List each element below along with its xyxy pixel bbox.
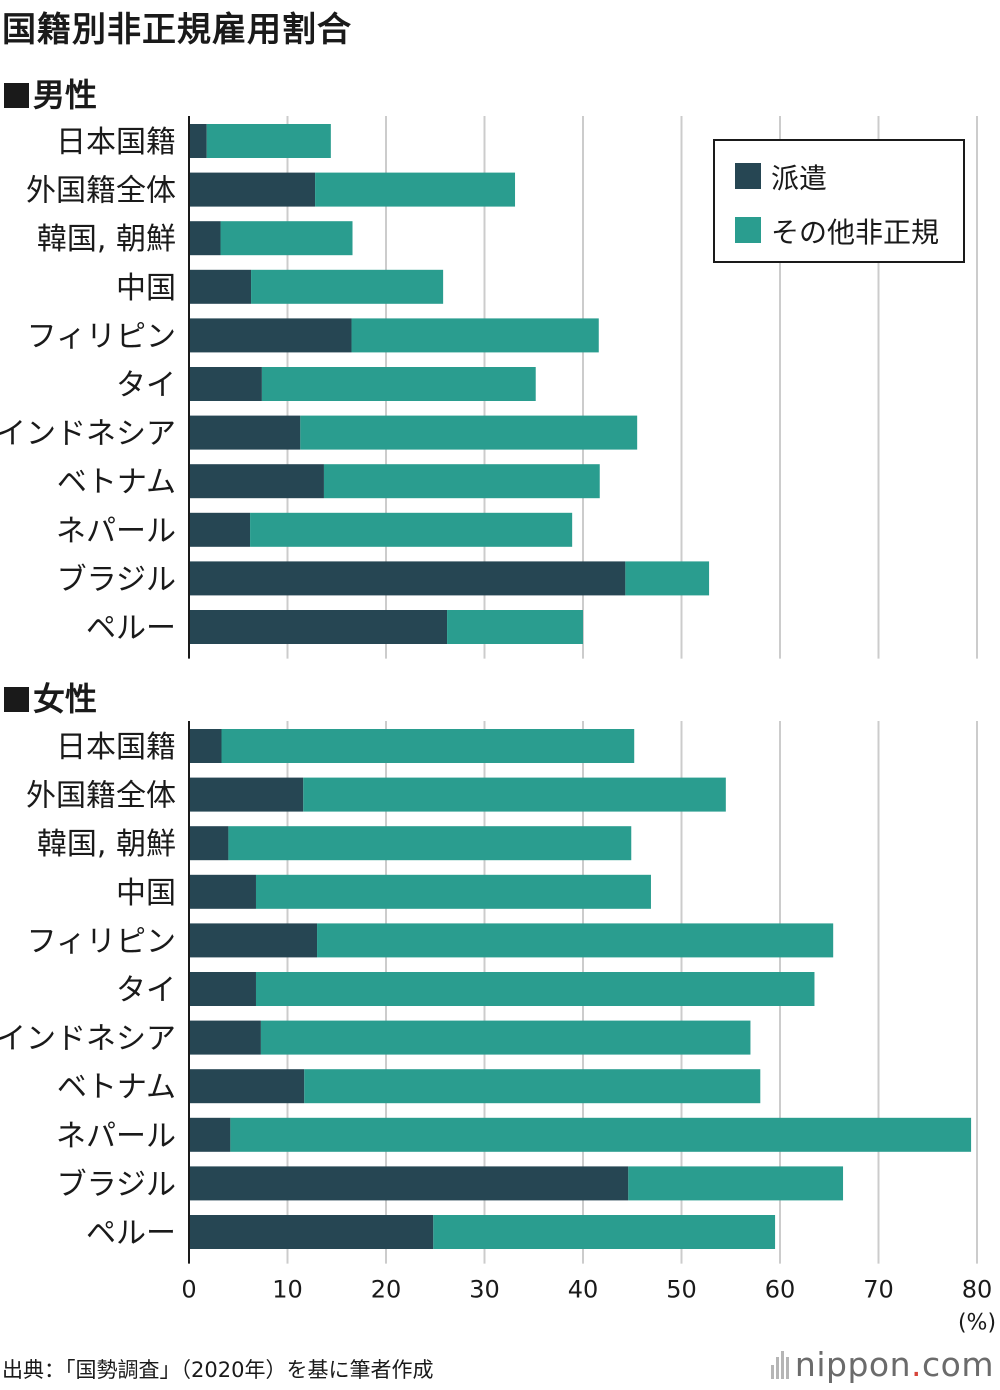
category-label: 日本国籍 xyxy=(56,125,176,160)
bar-dispatch xyxy=(189,415,301,450)
bar-dispatch xyxy=(189,367,262,401)
bar-other xyxy=(250,512,573,547)
bar-dispatch xyxy=(189,221,221,256)
chart-title: 国籍別非正規雇用割合 xyxy=(2,10,352,50)
bar-dispatch xyxy=(189,269,252,304)
bar-dispatch xyxy=(189,777,304,812)
category-label: 外国籍全体 xyxy=(26,779,176,814)
bar-dispatch xyxy=(189,729,222,763)
logo-bars-icon xyxy=(770,1348,791,1387)
bar-other xyxy=(230,1117,972,1152)
bar-other xyxy=(625,561,710,596)
bar-other xyxy=(206,124,331,158)
category-label: ペルー xyxy=(86,1216,176,1251)
category-label: 日本国籍 xyxy=(56,730,176,765)
category-label: タイ xyxy=(116,368,176,403)
bar-other xyxy=(317,923,834,958)
category-label: 韓国, 朝鮮 xyxy=(37,827,176,862)
bar-other xyxy=(628,1166,844,1201)
source-note: 出典：「国勢調査」（2020年）を基に筆者作成 xyxy=(2,1358,434,1382)
bar-other xyxy=(447,610,583,644)
category-label: ブラジル xyxy=(57,1167,176,1202)
x-tick-label: 70 xyxy=(863,1276,894,1304)
category-label: フィリピン xyxy=(27,319,176,354)
category-label: ベトナム xyxy=(57,1070,176,1105)
bar-dispatch xyxy=(189,874,256,909)
bar-dispatch xyxy=(189,512,251,547)
brand-name: nippon xyxy=(794,1345,912,1384)
category-label: インドネシア xyxy=(0,1022,176,1057)
bar-dispatch xyxy=(189,826,229,861)
bar-other xyxy=(260,1020,751,1055)
bar-dispatch xyxy=(189,610,448,644)
bar-other xyxy=(261,367,536,401)
category-label: 中国 xyxy=(116,876,176,911)
square-icon xyxy=(4,83,29,108)
category-label: ペルー xyxy=(86,611,176,646)
section-label-male: 男性 xyxy=(4,70,97,116)
legend-swatch-other xyxy=(735,217,761,243)
bar-other xyxy=(251,269,444,304)
category-label: タイ xyxy=(116,973,176,1008)
bar-dispatch xyxy=(189,972,256,1006)
bar-dispatch xyxy=(189,172,316,207)
bar-dispatch xyxy=(189,318,352,353)
x-tick-label: 0 xyxy=(181,1276,196,1304)
category-label: ネパール xyxy=(56,1119,176,1154)
bar-other xyxy=(315,172,516,207)
category-label: 外国籍全体 xyxy=(26,174,176,209)
brand-tld: com xyxy=(922,1345,994,1384)
bar-other xyxy=(220,221,353,256)
section-label-female: 女性 xyxy=(4,674,97,720)
x-unit-label: (%) xyxy=(958,1311,996,1336)
bar-other xyxy=(303,777,726,812)
bar-dispatch xyxy=(189,1020,261,1055)
bar-other xyxy=(323,464,600,499)
bar-dispatch xyxy=(189,1069,305,1104)
section-male-text: 男性 xyxy=(33,76,98,114)
category-label: 中国 xyxy=(116,271,176,306)
brand-dot: . xyxy=(911,1345,923,1384)
square-icon xyxy=(4,687,29,712)
x-tick-label: 40 xyxy=(568,1276,599,1304)
category-label: フィリピン xyxy=(27,924,176,959)
bar-dispatch xyxy=(189,1166,629,1201)
section-female-text: 女性 xyxy=(33,680,98,718)
legend-swatch-dispatch xyxy=(735,163,761,189)
bar-dispatch xyxy=(189,464,324,499)
bar-other xyxy=(228,826,632,861)
bar-other xyxy=(304,1069,761,1104)
bar-other xyxy=(255,972,815,1006)
bar-other xyxy=(221,729,635,763)
x-tick-label: 50 xyxy=(666,1276,697,1304)
bar-dispatch xyxy=(189,1215,434,1249)
category-label: ネパール xyxy=(56,514,176,549)
x-tick-label: 80 xyxy=(962,1276,993,1304)
category-label: インドネシア xyxy=(0,417,176,452)
bar-dispatch xyxy=(189,561,626,596)
bar-other xyxy=(255,874,651,909)
bar-dispatch xyxy=(189,1117,231,1152)
bar-other xyxy=(300,415,638,450)
bar-dispatch xyxy=(189,923,318,958)
category-label: 韓国, 朝鮮 xyxy=(37,222,176,257)
category-label: ブラジル xyxy=(57,562,176,597)
bar-other xyxy=(433,1215,776,1249)
x-tick-label: 30 xyxy=(469,1276,500,1304)
category-label: ベトナム xyxy=(57,465,176,500)
x-tick-label: 20 xyxy=(371,1276,402,1304)
bar-other xyxy=(351,318,599,353)
legend: 派遣 その他非正規 xyxy=(713,139,965,263)
legend-label-other: その他非正規 xyxy=(771,216,940,249)
bar-dispatch xyxy=(189,124,207,158)
brand-logo: nippon.com xyxy=(770,1345,994,1387)
x-tick-label: 60 xyxy=(765,1276,796,1304)
legend-label-dispatch: 派遣 xyxy=(771,162,828,195)
x-tick-label: 10 xyxy=(272,1276,303,1304)
